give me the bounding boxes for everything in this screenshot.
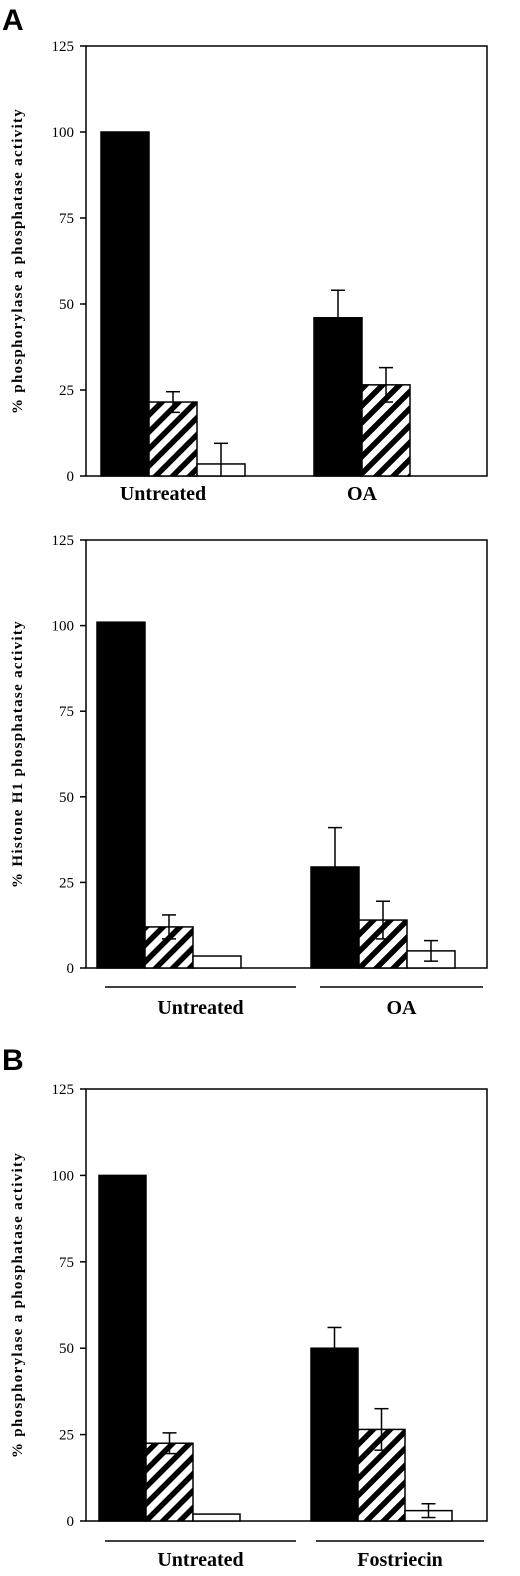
plot-frame [85, 539, 488, 969]
y-tick-label: 125 [52, 1082, 75, 1098]
y-tick-label: 100 [52, 125, 75, 141]
panel-letter-b: B [2, 1044, 24, 1077]
y-tick-label: 75 [59, 704, 74, 720]
y-tick-label: 75 [59, 1255, 74, 1271]
y-tick-label: 100 [52, 619, 75, 635]
category-label-untreated: Untreated [120, 483, 206, 505]
chart-phosphorylase-a-untreated-oa: 0 25 50 75 100 125 % phosphorylase a phosphata… [10, 39, 488, 505]
bar-hatched-untreated [148, 401, 198, 477]
y-tick-label: 25 [59, 1428, 74, 1444]
y-tick-label: 0 [67, 469, 75, 485]
bar-hatched-untreated [145, 1442, 194, 1522]
bar-solid-untreated [96, 621, 146, 969]
y-tick-label: 25 [59, 383, 74, 399]
category-label-untreated: Untreated [157, 997, 243, 1019]
y-tick-label: 125 [52, 39, 75, 55]
y-axis-label: % phosphorylase a phosphatase activity [10, 108, 26, 414]
category-label-untreated: Untreated [157, 1549, 243, 1571]
category-label-fostriecin: Fostriecin [357, 1549, 443, 1571]
y-tick-label: 25 [59, 875, 74, 891]
y-tick-label: 75 [59, 211, 74, 227]
bar-open-untreated [192, 955, 242, 969]
plot-frame [85, 1088, 488, 1522]
y-tick-label: 50 [59, 790, 74, 806]
panel-letter-a: A [2, 4, 24, 37]
chart-phosphorylase-a-untreated-fostriecin: 0 25 50 75 100 125 % phosphorylase a phosphata… [10, 1082, 488, 1571]
plot-frame [85, 45, 488, 477]
y-tick-label: 125 [52, 533, 75, 549]
bar-solid-untreated [100, 131, 150, 477]
bar-solid-fostriecin [310, 1347, 359, 1522]
y-tick-label: 50 [59, 297, 74, 313]
bar-open-untreated [192, 1513, 241, 1522]
chart-histone-h1-untreated-oa: 0 25 50 75 100 125 % Histone H1 phosphatase ac… [10, 533, 488, 1019]
y-tick-label: 100 [52, 1168, 75, 1184]
category-label-oa: OA [347, 483, 378, 505]
y-tick-label: 0 [67, 1514, 75, 1530]
category-label-oa: OA [387, 997, 418, 1019]
y-tick-label: 50 [59, 1341, 74, 1357]
y-axis-label: % phosphorylase a phosphatase activity [10, 1152, 26, 1458]
y-axis-label: % Histone H1 phosphatase activity [10, 620, 26, 888]
y-tick-label: 0 [67, 961, 75, 977]
bar-solid-untreated [98, 1174, 147, 1522]
